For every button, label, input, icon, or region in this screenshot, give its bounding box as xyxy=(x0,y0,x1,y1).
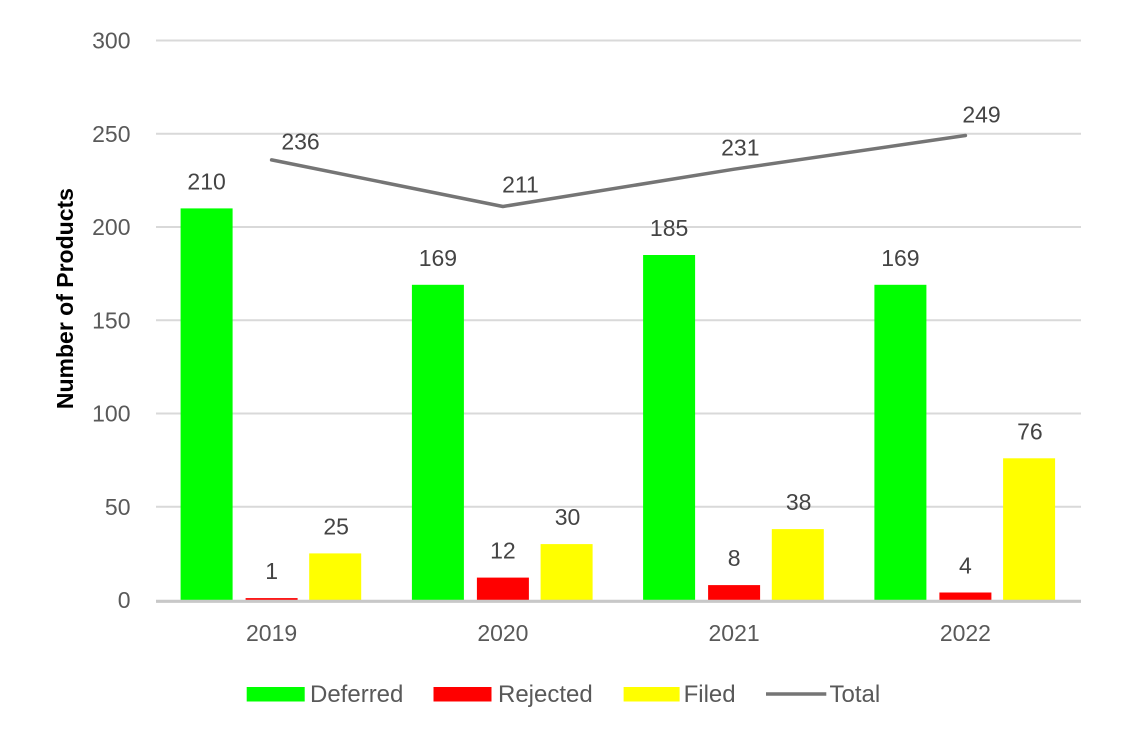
svg-text:249: 249 xyxy=(962,102,1000,128)
svg-text:100: 100 xyxy=(92,401,130,427)
svg-text:210: 210 xyxy=(187,168,225,194)
svg-text:Rejected: Rejected xyxy=(498,681,593,708)
svg-text:169: 169 xyxy=(881,245,919,271)
svg-text:185: 185 xyxy=(650,215,688,241)
svg-text:211: 211 xyxy=(502,172,539,198)
svg-text:200: 200 xyxy=(92,214,130,240)
svg-text:25: 25 xyxy=(323,513,349,539)
svg-text:Filed: Filed xyxy=(684,681,736,708)
svg-text:150: 150 xyxy=(92,307,130,333)
svg-text:76: 76 xyxy=(1017,418,1043,444)
svg-text:236: 236 xyxy=(281,128,319,154)
svg-text:2022: 2022 xyxy=(940,620,991,646)
svg-text:250: 250 xyxy=(92,121,130,147)
svg-text:169: 169 xyxy=(419,245,457,271)
svg-text:38: 38 xyxy=(786,489,812,515)
svg-text:Number of Products: Number of Products xyxy=(52,188,78,409)
svg-text:Total: Total xyxy=(830,681,881,708)
svg-text:8: 8 xyxy=(728,545,741,571)
svg-text:30: 30 xyxy=(555,504,581,530)
svg-text:2019: 2019 xyxy=(246,620,297,646)
svg-text:300: 300 xyxy=(92,28,130,54)
svg-text:50: 50 xyxy=(105,494,131,520)
svg-text:12: 12 xyxy=(490,538,516,564)
svg-text:2020: 2020 xyxy=(477,620,528,646)
svg-text:0: 0 xyxy=(118,587,131,613)
svg-text:2021: 2021 xyxy=(709,620,760,646)
svg-text:4: 4 xyxy=(959,553,972,579)
svg-text:Deferred: Deferred xyxy=(310,681,403,708)
svg-text:231: 231 xyxy=(721,134,759,160)
svg-text:1: 1 xyxy=(265,558,278,584)
